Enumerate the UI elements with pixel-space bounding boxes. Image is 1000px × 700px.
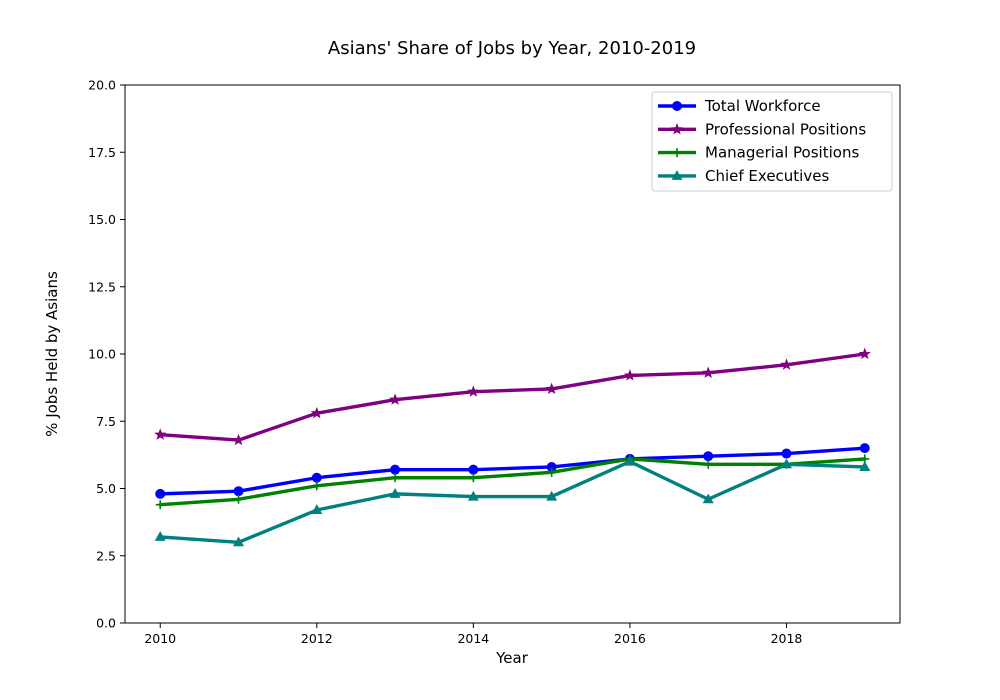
- data-point-professional-positions: [467, 385, 480, 397]
- y-tick-label: 17.5: [88, 145, 116, 160]
- y-axis-label: % Jobs Held by Asians: [43, 271, 61, 437]
- data-point-total-workforce: [781, 448, 792, 459]
- chart-title: Asians' Share of Jobs by Year, 2010-2019: [328, 38, 696, 59]
- legend-label: Managerial Positions: [705, 144, 859, 162]
- data-point-chief-executives: [467, 490, 479, 501]
- x-tick-label: 2016: [614, 631, 646, 646]
- series-chief-executives: [154, 455, 871, 547]
- legend-label: Professional Positions: [705, 120, 866, 138]
- data-point-total-workforce: [155, 488, 166, 499]
- data-point-total-workforce: [311, 472, 322, 483]
- x-tick-label: 2014: [457, 631, 489, 646]
- x-tick-label: 2012: [301, 631, 333, 646]
- y-tick-label: 2.5: [96, 548, 116, 563]
- data-point-chief-executives: [859, 461, 871, 471]
- data-point-total-workforce: [703, 451, 714, 462]
- y-tick-label: 0.0: [96, 616, 116, 631]
- data-point-managerial-positions: [390, 473, 400, 483]
- data-point-professional-positions: [389, 393, 402, 405]
- data-point-chief-executives: [624, 455, 636, 466]
- data-point-professional-positions: [702, 366, 715, 378]
- data-point-chief-executives: [311, 504, 323, 515]
- data-point-chief-executives: [389, 488, 401, 498]
- y-tick-label: 20.0: [88, 78, 116, 93]
- legend-item-professional-positions: Professional Positions: [658, 120, 866, 138]
- data-point-professional-positions: [154, 428, 167, 440]
- legend-item-chief-executives: Chief Executives: [658, 167, 829, 185]
- legend-swatch-marker: [670, 122, 684, 135]
- y-tick-label: 7.5: [96, 414, 116, 429]
- data-point-managerial-positions: [703, 459, 713, 469]
- series-line-professional-positions: [158, 352, 867, 442]
- data-point-managerial-positions: [547, 467, 557, 477]
- series-total-workforce: [155, 443, 870, 499]
- x-tick-label: 2010: [144, 631, 176, 646]
- data-point-managerial-positions: [312, 481, 322, 491]
- data-point-total-workforce: [390, 464, 401, 475]
- data-point-managerial-positions: [155, 500, 165, 510]
- plot-frame: [124, 84, 901, 624]
- data-point-chief-executives: [702, 493, 714, 504]
- legend-swatch-marker: [672, 101, 682, 111]
- legend-label: Chief Executives: [705, 167, 829, 185]
- legend-swatch-marker: [672, 148, 682, 158]
- series-line-total-workforce: [158, 446, 867, 496]
- data-point-chief-executives: [781, 458, 792, 469]
- data-point-professional-positions: [232, 433, 245, 446]
- data-point-professional-positions: [780, 358, 793, 370]
- data-point-professional-positions: [310, 406, 323, 419]
- x-axis-label: Year: [495, 649, 529, 667]
- legend-item-total-workforce: Total Workforce: [658, 97, 821, 115]
- x-tick-label: 2018: [771, 631, 803, 646]
- data-point-total-workforce: [233, 486, 244, 497]
- series-line-managerial-positions: [158, 457, 867, 507]
- legend-item-managerial-positions: Managerial Positions: [658, 144, 859, 162]
- data-point-total-workforce: [468, 464, 479, 475]
- data-point-managerial-positions: [234, 494, 244, 504]
- legend-swatch-marker: [671, 170, 683, 180]
- data-point-managerial-positions: [468, 473, 478, 483]
- data-point-professional-positions: [858, 347, 871, 360]
- y-tick-label: 10.0: [88, 347, 116, 362]
- data-point-professional-positions: [623, 369, 636, 381]
- axis-ticks: 2010 2012 2014 2016 2018 0.0 2.5 5.0 7.5 10.0 12.5…: [88, 78, 802, 647]
- y-tick-label: 15.0: [88, 212, 116, 227]
- data-point-chief-executives: [154, 531, 166, 541]
- data-point-chief-executives: [546, 490, 558, 501]
- series-line-chief-executives: [158, 459, 867, 544]
- legend: Total Workforce Professional Positions Man…: [651, 91, 893, 192]
- y-tick-label: 5.0: [96, 481, 116, 496]
- data-point-professional-positions: [545, 382, 558, 395]
- y-tick-label: 12.5: [88, 279, 116, 294]
- legend-box: [651, 91, 893, 192]
- data-point-chief-executives: [233, 536, 244, 547]
- series-layer: [154, 347, 871, 547]
- series-professional-positions: [154, 347, 871, 446]
- data-point-total-workforce: [859, 443, 870, 454]
- legend-label: Total Workforce: [704, 97, 821, 115]
